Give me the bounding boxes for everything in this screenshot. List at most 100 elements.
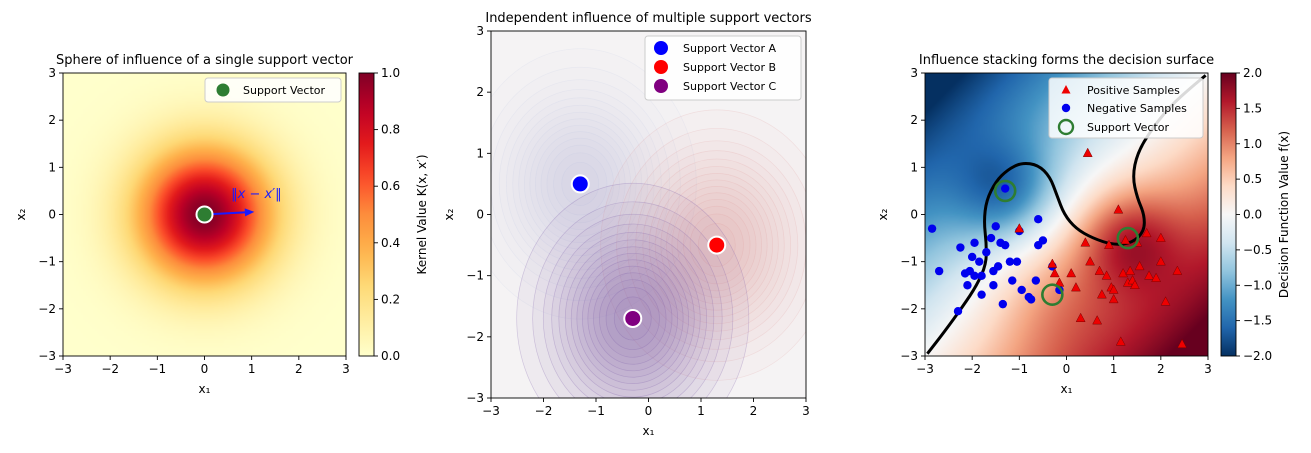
negative-sample-point xyxy=(975,257,983,265)
x-tick-label: −2 xyxy=(101,362,119,376)
colorbar-label: Kernel Value K(x, x′) xyxy=(415,154,429,274)
x-tick-label: −2 xyxy=(535,404,553,418)
colorbar-tick-label: 0.4 xyxy=(381,236,400,250)
y-tick-label: −1 xyxy=(38,255,56,269)
x-tick-label: −1 xyxy=(1010,362,1028,376)
colorbar xyxy=(359,73,374,356)
x-tick-label: 1 xyxy=(1110,362,1118,376)
negative-sample-point xyxy=(977,290,985,298)
legend-label: Support Vector A xyxy=(683,42,777,55)
y-tick-label: 2 xyxy=(48,113,56,127)
y-tick-label: 3 xyxy=(910,66,918,80)
negative-sample-point xyxy=(956,243,964,251)
x-axis-label: x₁ xyxy=(643,424,655,438)
y-tick-label: −3 xyxy=(900,349,918,363)
negative-sample-point xyxy=(1034,215,1042,223)
y-tick-label: −3 xyxy=(38,349,56,363)
y-tick-label: −2 xyxy=(38,302,56,316)
colorbar-tick-label: 2.0 xyxy=(1243,66,1262,80)
y-tick-label: −1 xyxy=(900,255,918,269)
y-tick-label: 0 xyxy=(476,208,484,222)
colorbar-tick-label: 0.0 xyxy=(1243,208,1262,222)
legend-marker-support-vector xyxy=(217,84,230,97)
negative-sample-point xyxy=(1032,276,1040,284)
negative-sample-point xyxy=(982,248,990,256)
negative-sample-point xyxy=(968,253,976,261)
colorbar-tick-label: 0.6 xyxy=(381,179,400,193)
chart-title: Independent influence of multiple suppor… xyxy=(485,11,811,26)
negative-sample-point xyxy=(994,262,1002,270)
x-tick-label: 3 xyxy=(1204,362,1212,376)
colorbar-tick-label: 1.0 xyxy=(1243,137,1262,151)
y-tick-label: 2 xyxy=(476,85,484,99)
legend-label-positive: Positive Samples xyxy=(1087,84,1180,97)
y-tick-label: 0 xyxy=(910,208,918,222)
legend-marker xyxy=(654,60,668,74)
support-vector-point xyxy=(624,310,641,327)
negative-sample-point xyxy=(963,281,971,289)
negative-sample-point xyxy=(1017,286,1025,294)
negative-sample-point xyxy=(987,234,995,242)
y-tick-label: 3 xyxy=(48,66,56,80)
negative-sample-point xyxy=(1001,241,1009,249)
support-vector-point xyxy=(708,237,725,254)
y-axis-label: x₂ xyxy=(442,208,456,220)
colorbar-tick-label: −2.0 xyxy=(1243,349,1272,363)
x-axis-label: x₁ xyxy=(1061,382,1073,396)
chart-title: Influence stacking forms the decision su… xyxy=(919,53,1214,68)
legend-marker xyxy=(654,41,668,55)
negative-sample-point xyxy=(1008,276,1016,284)
y-tick-label: 2 xyxy=(910,113,918,127)
y-tick-label: 1 xyxy=(910,160,918,174)
y-tick-label: 1 xyxy=(48,160,56,174)
colorbar-tick-label: 1.5 xyxy=(1243,101,1262,115)
x-tick-label: 3 xyxy=(342,362,350,376)
legend: Support Vector A Support Vector B Support … xyxy=(645,36,801,100)
legend-label: Support Vector B xyxy=(683,61,776,74)
x-tick-label: −3 xyxy=(54,362,72,376)
legend-label-support-vector: Support Vector xyxy=(1087,121,1170,134)
legend-marker xyxy=(654,79,668,93)
negative-sample-point xyxy=(1039,236,1047,244)
colorbar-tick-label: 1.0 xyxy=(381,66,400,80)
x-tick-label: 3 xyxy=(802,404,810,418)
negative-sample-point xyxy=(954,307,962,315)
y-tick-label: −2 xyxy=(900,302,918,316)
legend-label-support-vector: Support Vector xyxy=(243,84,326,97)
legend-label: Support Vector C xyxy=(683,80,777,93)
x-tick-label: 0 xyxy=(201,362,209,376)
x-tick-label: 1 xyxy=(697,404,705,418)
colorbar-tick-label: −0.5 xyxy=(1243,243,1272,257)
y-tick-label: −2 xyxy=(466,330,484,344)
colorbar-tick-label: 0.0 xyxy=(381,349,400,363)
legend: Support Vector xyxy=(205,78,341,102)
x-tick-label: −2 xyxy=(963,362,981,376)
legend: Positive Samples Negative Samples Support … xyxy=(1049,78,1203,138)
x-tick-label: 2 xyxy=(750,404,758,418)
negative-sample-point xyxy=(989,281,997,289)
y-tick-label: 0 xyxy=(48,208,56,222)
negative-sample-point xyxy=(1013,257,1021,265)
negative-sample-point xyxy=(999,300,1007,308)
negative-sample-point xyxy=(992,222,1000,230)
colorbar xyxy=(1221,73,1236,356)
x-tick-label: −1 xyxy=(148,362,166,376)
distance-label: ‖x − x′‖ xyxy=(231,187,282,202)
x-tick-label: 0 xyxy=(645,404,653,418)
negative-sample-point xyxy=(1001,184,1009,192)
negative-sample-point xyxy=(928,224,936,232)
y-tick-label: 3 xyxy=(476,24,484,38)
y-tick-label: −3 xyxy=(466,391,484,405)
colorbar-tick-label: 0.5 xyxy=(1243,172,1262,186)
colorbar-label: Decision Function Value f(x) xyxy=(1277,131,1291,298)
negative-sample-point xyxy=(961,269,969,277)
panel-multiple-support-vectors: −3−3−2−2−1−100112233Independent influenc… xyxy=(442,11,833,453)
negative-sample-point xyxy=(935,267,943,275)
colorbar-tick-label: −1.0 xyxy=(1243,278,1272,292)
x-tick-label: 0 xyxy=(1063,362,1071,376)
legend-marker-negative xyxy=(1062,104,1070,112)
x-tick-label: −3 xyxy=(482,404,500,418)
x-tick-label: 2 xyxy=(295,362,303,376)
y-axis-label: x₂ xyxy=(14,208,28,220)
